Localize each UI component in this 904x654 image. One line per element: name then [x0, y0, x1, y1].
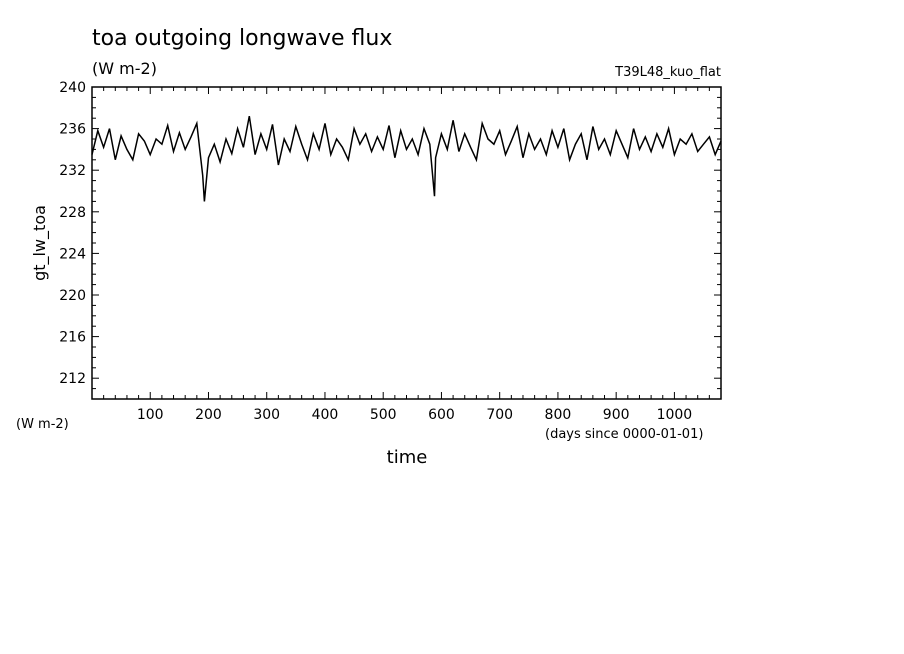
- series-line-gt-lw-toa: [91, 115, 722, 202]
- x-tick-label: 200: [195, 407, 222, 423]
- y-axis: 212 216 220 224 228 232 236 240: [59, 80, 721, 400]
- chart-title: toa outgoing longwave flux: [92, 26, 392, 51]
- y-tick-label: 212: [59, 371, 86, 387]
- x-tick-label: 1000: [657, 407, 693, 423]
- y-tick-label: 228: [59, 205, 86, 221]
- y-axis-unit: (W m-2): [16, 417, 69, 432]
- x-tick-label: 100: [137, 407, 164, 423]
- y-tick-label: 240: [59, 80, 86, 96]
- y-tick-label: 216: [59, 330, 86, 346]
- y-axis-label: gt_lw_toa: [30, 205, 50, 281]
- x-tick-label: 300: [253, 407, 280, 423]
- plot-frame: [91, 86, 722, 400]
- y-tick-label: 224: [59, 246, 86, 262]
- x-tick-label: 400: [312, 407, 339, 423]
- x-axis: 100 200 300 400 500 600 700 800 900 1000: [91, 87, 722, 423]
- y-tick-label: 220: [59, 288, 86, 304]
- y-tick-label: 236: [59, 122, 86, 138]
- x-tick-label: 500: [370, 407, 397, 423]
- y-tick-label: 232: [59, 163, 86, 179]
- x-axis-unit: (days since 0000-01-01): [545, 427, 703, 442]
- x-tick-label: 700: [486, 407, 513, 423]
- run-label: T39L48_kuo_flat: [614, 65, 721, 80]
- chart-subtitle: (W m-2): [92, 59, 157, 78]
- x-axis-label: time: [387, 447, 428, 468]
- x-tick-label: 800: [545, 407, 572, 423]
- x-tick-label: 900: [603, 407, 630, 423]
- x-tick-label: 600: [428, 407, 455, 423]
